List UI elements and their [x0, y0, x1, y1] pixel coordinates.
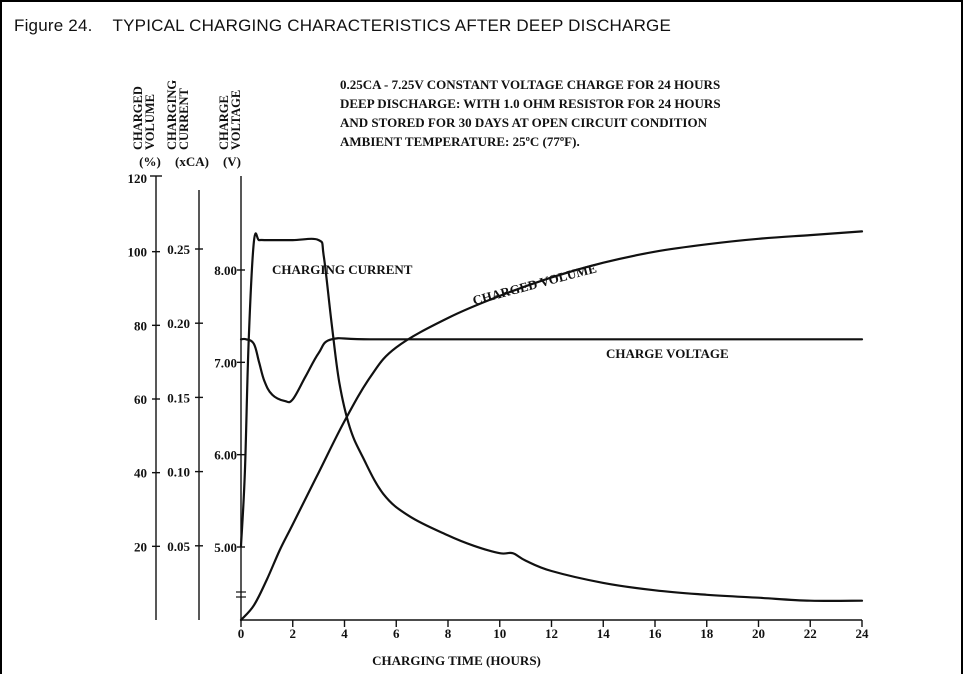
charged-volume-curve — [239, 230, 864, 622]
x-tick-label: 8 — [445, 626, 452, 641]
volume-tick-label: 80 — [134, 318, 147, 333]
charging-current-label: CHARGING CURRENT — [272, 262, 413, 277]
x-tick-label: 22 — [804, 626, 817, 641]
current-tick-label: 0.15 — [167, 390, 190, 405]
volume-axis-title-line: VOLUME — [143, 94, 157, 150]
volume-axis-unit: (%) — [139, 154, 161, 169]
voltage-tick-label: 6.00 — [214, 448, 237, 463]
current-tick-label: 0.05 — [167, 539, 190, 554]
volume-tick-label: 60 — [134, 392, 147, 407]
volume-tick-label: 20 — [134, 539, 147, 554]
x-tick-label: 10 — [493, 626, 506, 641]
volume-tick-label: 120 — [128, 171, 148, 186]
figure-title: Figure 24. TYPICAL CHARGING CHARACTERISTI… — [14, 16, 671, 36]
x-tick-label: 6 — [393, 626, 400, 641]
current-axis-title-line: CURRENT — [177, 88, 191, 150]
x-tick-label: 4 — [341, 626, 348, 641]
x-tick-label: 16 — [649, 626, 663, 641]
charging-current-curve — [239, 232, 864, 603]
condition-line: AND STORED FOR 30 DAYS AT OPEN CIRCUIT C… — [340, 115, 708, 130]
condition-line: DEEP DISCHARGE: WITH 1.0 OHM RESISTOR FO… — [340, 96, 721, 111]
x-tick-label: 0 — [238, 626, 245, 641]
current-tick-label: 0.10 — [167, 465, 190, 480]
voltage-axis-title-line: CHARGE — [217, 95, 231, 150]
volume-axis-title-line: CHARGED — [131, 86, 145, 150]
x-tick-label: 18 — [700, 626, 714, 641]
current-axis-title-line: CHARGING — [165, 80, 179, 150]
condition-line: AMBIENT TEMPERATURE: 25ºC (77ºF). — [340, 134, 580, 149]
x-tick-label: 12 — [545, 626, 558, 641]
current-tick-label: 0.25 — [167, 242, 190, 257]
voltage-tick-label: 5.00 — [214, 540, 237, 555]
volume-tick-label: 100 — [128, 245, 148, 260]
x-tick-label: 20 — [752, 626, 765, 641]
x-tick-label: 2 — [290, 626, 297, 641]
voltage-axis-unit: (V) — [223, 154, 241, 169]
charge-voltage-label: CHARGE VOLTAGE — [606, 346, 729, 361]
figure-number: Figure 24. — [14, 16, 93, 35]
voltage-tick-label: 7.00 — [214, 355, 237, 370]
voltage-tick-label: 8.00 — [214, 263, 237, 278]
charged-volume-label: CHARGED VOLUME — [471, 260, 598, 308]
voltage-axis-title-line: VOLTAGE — [229, 90, 243, 150]
charge-voltage-curve — [239, 337, 864, 404]
figure-title-text: TYPICAL CHARGING CHARACTERISTICS AFTER D… — [112, 16, 672, 35]
current-tick-label: 0.20 — [167, 316, 190, 331]
current-axis-unit: (xCA) — [175, 154, 209, 169]
x-tick-label: 14 — [597, 626, 611, 641]
x-tick-label: 24 — [856, 626, 870, 641]
condition-line: 0.25CA - 7.25V CONSTANT VOLTAGE CHARGE F… — [340, 77, 720, 92]
volume-tick-label: 40 — [134, 466, 147, 481]
x-axis-label: CHARGING TIME (HOURS) — [372, 653, 541, 668]
